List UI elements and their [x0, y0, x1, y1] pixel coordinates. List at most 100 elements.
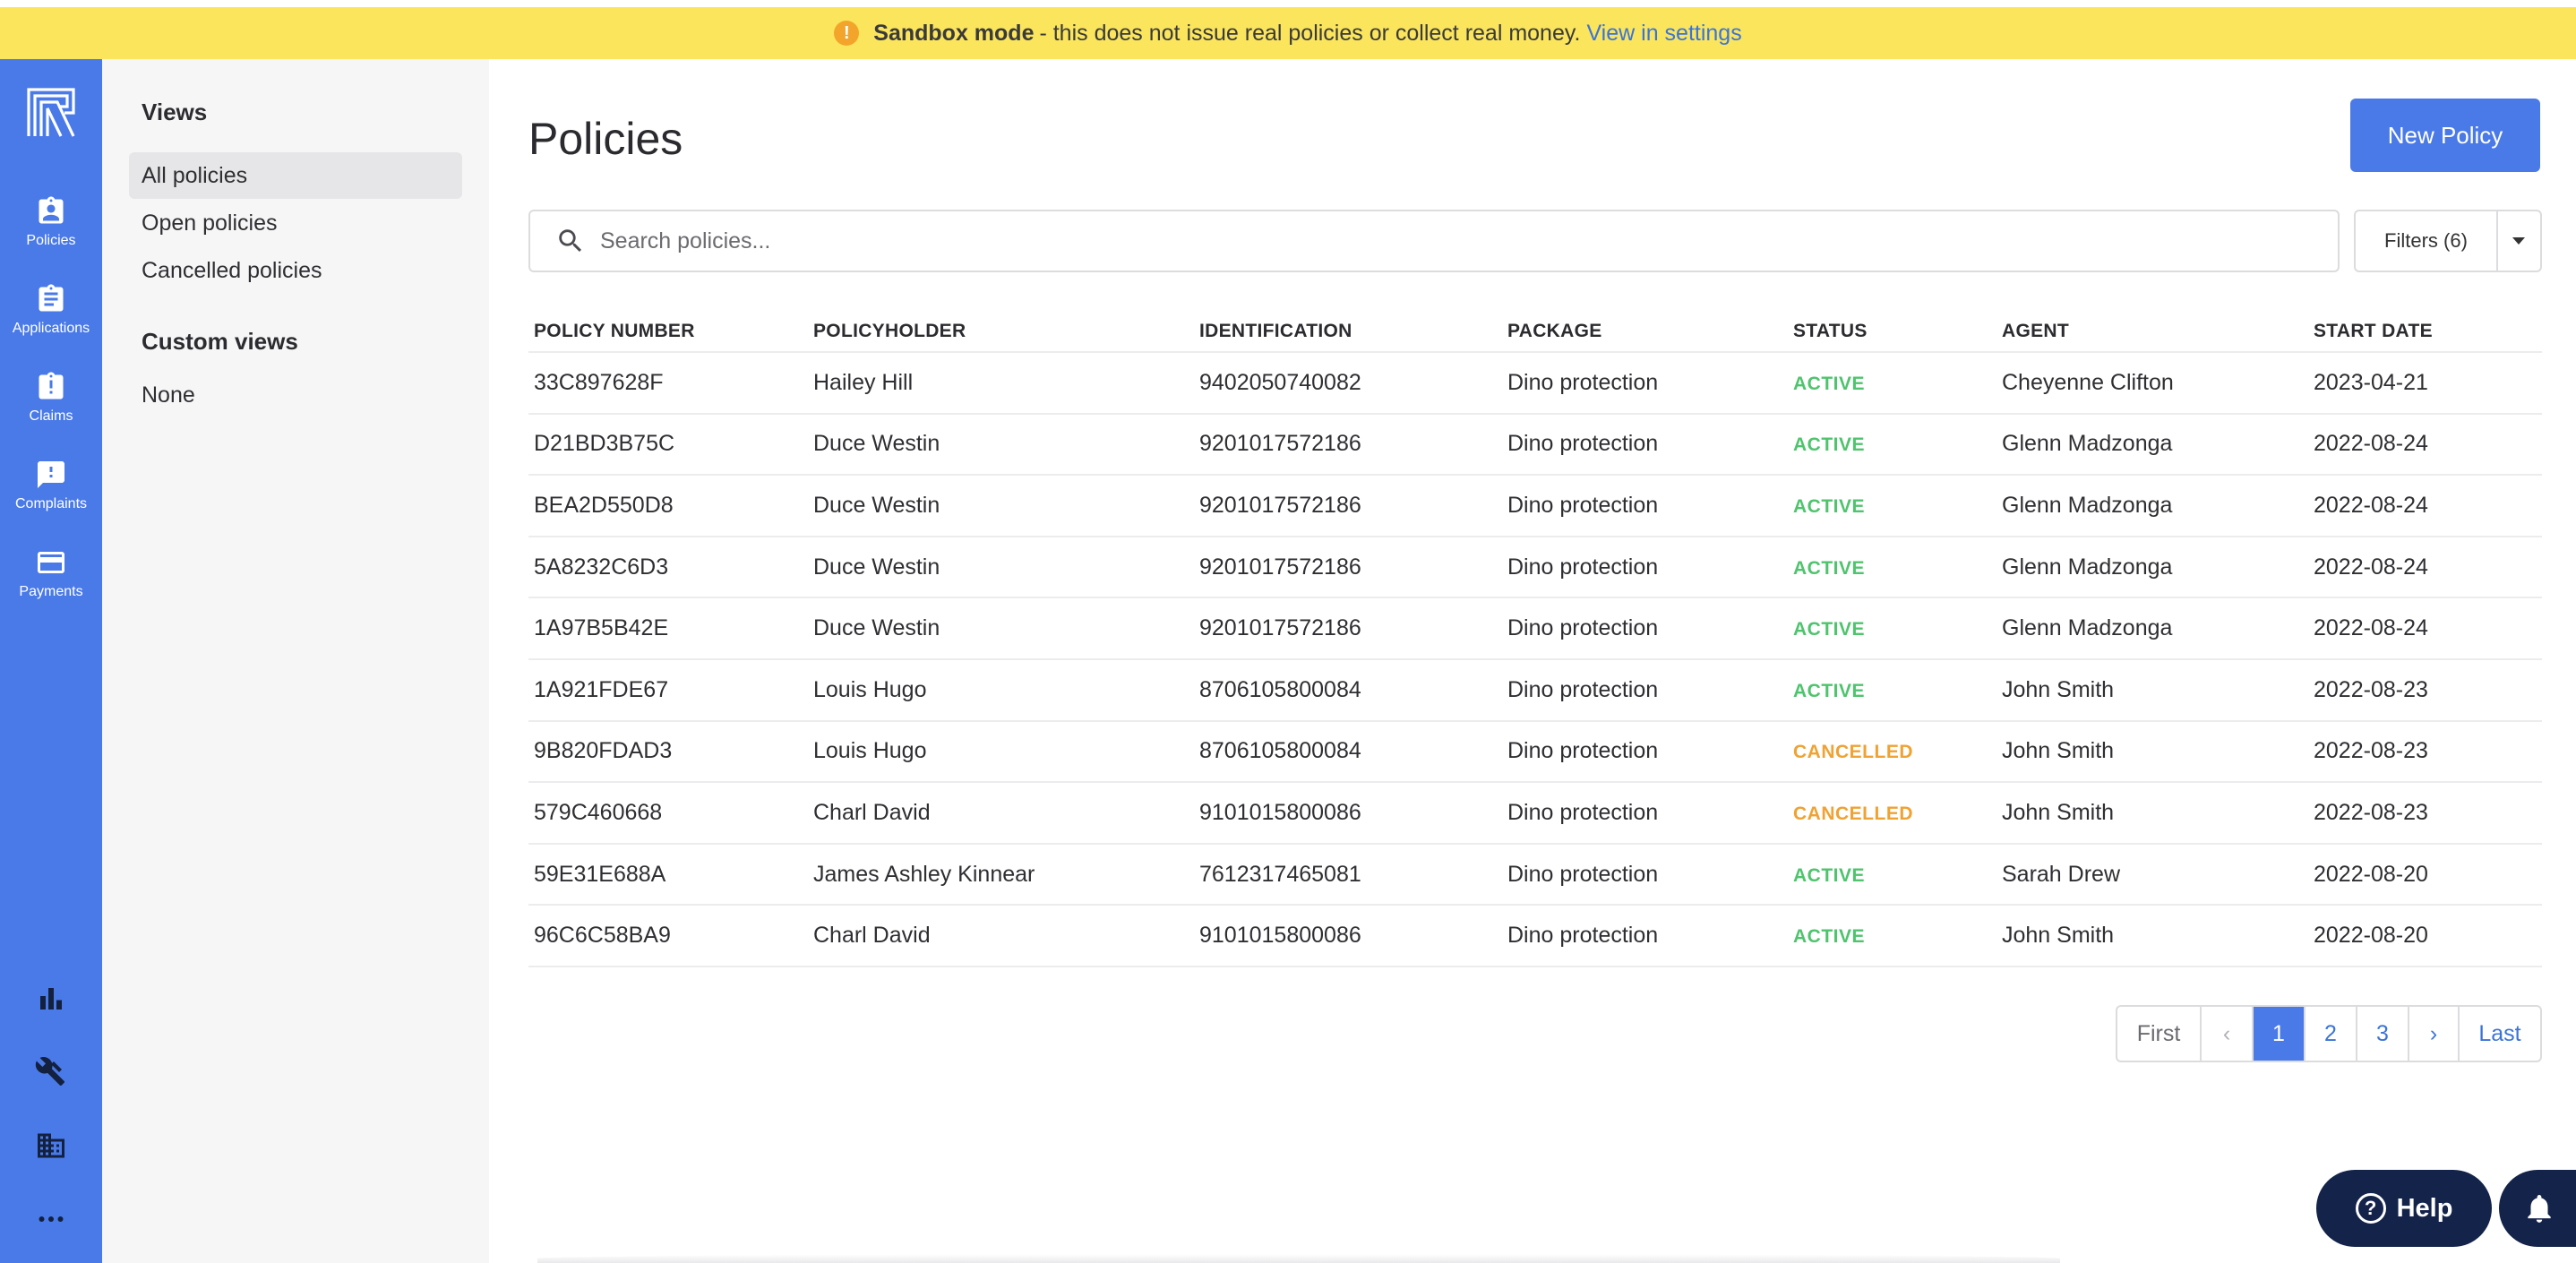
- table-row[interactable]: 9B820FDAD3 Louis Hugo 8706105800084 Dino pr…: [528, 722, 2542, 784]
- table-row[interactable]: 5A8232C6D3 Duce Westin 9201017572186 Dino p…: [528, 537, 2542, 599]
- page-2-button[interactable]: 2: [2306, 1007, 2357, 1061]
- nav-complaints-label: Complaints: [14, 496, 88, 511]
- column-header[interactable]: AGENT: [2002, 321, 2069, 341]
- status-cell: ACTIVE: [1793, 862, 2002, 888]
- prev-page-button[interactable]: ‹: [2202, 1007, 2254, 1061]
- view-cancelled-policies[interactable]: Cancelled policies: [142, 257, 322, 283]
- column-header[interactable]: STATUS: [1793, 321, 1868, 341]
- status-cell: CANCELLED: [1793, 738, 2002, 764]
- nav-policies[interactable]: Policies: [0, 195, 102, 276]
- search-box[interactable]: [528, 210, 2340, 272]
- policy-number-cell: 1A921FDE67: [534, 676, 669, 702]
- identification-cell: 9402050740082: [1199, 369, 1361, 395]
- building-icon: [38, 1133, 64, 1158]
- table-row[interactable]: D21BD3B75C Duce Westin 9201017572186 Dino p…: [528, 415, 2542, 477]
- alert-icon: !: [834, 21, 860, 46]
- policyholder-cell: Duce Westin: [813, 431, 940, 457]
- agent-cell: John Smith: [2002, 738, 2115, 764]
- view-open-policies[interactable]: Open policies: [142, 210, 278, 236]
- start-date-cell: 2022-08-24: [2314, 615, 2428, 641]
- column-header[interactable]: POLICY NUMBER: [534, 321, 695, 341]
- status-badge: ACTIVE: [1793, 619, 1866, 640]
- identification-cell: 9201017572186: [1199, 554, 1361, 580]
- policy-number-cell: 9B820FDAD3: [534, 738, 673, 764]
- column-header[interactable]: IDENTIFICATION: [1199, 321, 1352, 341]
- table-row[interactable]: BEA2D550D8 Duce Westin 9201017572186 Dino p…: [528, 476, 2542, 537]
- view-in-settings-link[interactable]: View in settings: [1586, 20, 1742, 46]
- policy-clipboard-icon: [39, 196, 64, 224]
- start-date-cell: 2022-08-24: [2314, 554, 2428, 580]
- column-header[interactable]: POLICYHOLDER: [813, 321, 966, 341]
- pagination: First ‹ 1 2 3 › Last: [2116, 1005, 2542, 1062]
- help-label: Help: [2396, 1193, 2453, 1223]
- nav-applications[interactable]: Applications: [0, 283, 102, 364]
- nav-reports[interactable]: [0, 976, 102, 1021]
- policy-number-cell: 33C897628F: [534, 369, 664, 395]
- search-input[interactable]: [600, 228, 2302, 254]
- policy-number-cell: D21BD3B75C: [534, 431, 675, 457]
- clipboard-list-icon: [39, 284, 64, 312]
- feedback-alert-icon: [38, 461, 64, 488]
- status-badge: ACTIVE: [1793, 373, 1866, 394]
- new-policy-button[interactable]: New Policy: [2350, 99, 2540, 172]
- filters-control: Filters (6): [2354, 210, 2542, 272]
- app-logo-icon[interactable]: [25, 86, 77, 138]
- nav-complaints[interactable]: Complaints: [0, 459, 102, 539]
- column-header[interactable]: START DATE: [2314, 321, 2433, 341]
- nav-payments[interactable]: Payments: [0, 546, 102, 627]
- policyholder-cell: James Ashley Kinnear: [813, 861, 1035, 887]
- claims-clipboard-icon: [39, 372, 64, 400]
- package-cell: Dino protection: [1507, 369, 1659, 395]
- last-page-button[interactable]: Last: [2478, 1020, 2521, 1046]
- table-row[interactable]: 579C460668 Charl David 9101015800086 Dino p…: [528, 783, 2542, 845]
- policy-number-cell: BEA2D550D8: [534, 492, 674, 518]
- banner-title: Sandbox mode: [873, 20, 1035, 46]
- status-badge: ACTIVE: [1793, 434, 1866, 456]
- notifications-button[interactable]: [2499, 1170, 2576, 1247]
- page-3-button[interactable]: 3: [2357, 1007, 2409, 1061]
- policyholder-cell: Charl David: [813, 923, 931, 949]
- table-row[interactable]: 1A97B5B42E Duce Westin 9201017572186 Dino p…: [528, 598, 2542, 660]
- custom-views-heading: Custom views: [142, 328, 298, 355]
- nav-workbench[interactable]: [0, 1050, 102, 1095]
- custom-views-empty: None: [142, 382, 195, 408]
- table-row[interactable]: 59E31E688A James Ashley Kinnear 7612317465…: [528, 845, 2542, 906]
- policyholder-cell: Louis Hugo: [813, 738, 927, 764]
- agent-cell: Glenn Madzonga: [2002, 431, 2173, 457]
- status-cell: ACTIVE: [1793, 677, 2002, 703]
- filters-dropdown-toggle[interactable]: [2495, 211, 2540, 271]
- view-all-policies[interactable]: All policies: [129, 152, 462, 199]
- help-button[interactable]: ? Help: [2316, 1170, 2492, 1247]
- identification-cell: 8706105800084: [1199, 676, 1361, 702]
- column-header[interactable]: PACKAGE: [1507, 321, 1602, 341]
- agent-cell: John Smith: [2002, 676, 2115, 702]
- start-date-cell: 2022-08-24: [2314, 492, 2428, 518]
- status-badge: CANCELLED: [1793, 742, 1913, 763]
- package-cell: Dino protection: [1507, 861, 1659, 887]
- next-page-button[interactable]: ›: [2409, 1007, 2460, 1061]
- first-page-button[interactable]: First: [2117, 1007, 2202, 1061]
- table-row[interactable]: 96C6C58BA9 Charl David 9101015800086 Dino p…: [528, 906, 2542, 967]
- status-badge: ACTIVE: [1793, 495, 1866, 517]
- more-icon: [39, 1216, 64, 1222]
- status-badge: ACTIVE: [1793, 864, 1866, 886]
- package-cell: Dino protection: [1507, 615, 1659, 641]
- table-row[interactable]: 1A921FDE67 Louis Hugo 8706105800084 Dino pr…: [528, 660, 2542, 722]
- policy-number-cell: 579C460668: [534, 799, 663, 825]
- package-cell: Dino protection: [1507, 554, 1659, 580]
- agent-cell: Glenn Madzonga: [2002, 492, 2173, 518]
- identification-cell: 9101015800086: [1199, 799, 1361, 825]
- nav-payments-label: Payments: [19, 584, 83, 599]
- status-badge: ACTIVE: [1793, 926, 1866, 948]
- nav-claims[interactable]: Claims: [0, 371, 102, 451]
- agent-cell: Sarah Drew: [2002, 861, 2120, 887]
- package-cell: Dino protection: [1507, 738, 1659, 764]
- status-cell: ACTIVE: [1793, 923, 2002, 949]
- table-row[interactable]: 33C897628F Hailey Hill 9402050740082 Dino p…: [528, 353, 2542, 415]
- nav-more[interactable]: [0, 1197, 102, 1242]
- policy-number-cell: 59E31E688A: [534, 861, 666, 887]
- page-1-button[interactable]: 1: [2254, 1007, 2306, 1061]
- nav-organization[interactable]: [0, 1123, 102, 1168]
- filters-button[interactable]: Filters (6): [2384, 229, 2468, 252]
- agent-cell: John Smith: [2002, 923, 2115, 949]
